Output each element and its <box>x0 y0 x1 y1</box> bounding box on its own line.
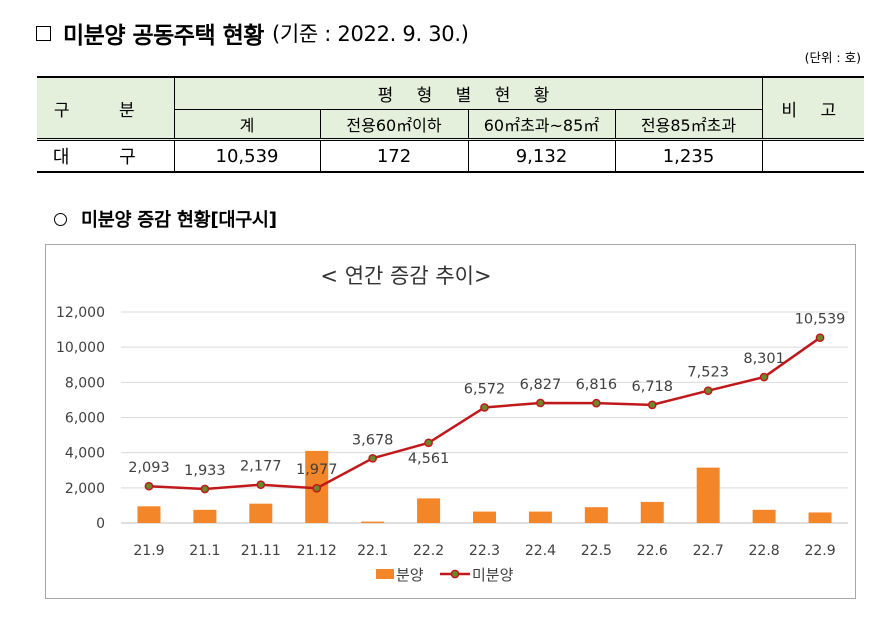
x-tick-label: 22.4 <box>525 543 556 559</box>
bar-분양 <box>752 509 776 523</box>
section-heading: 미분양 증감 현황[대구시] <box>54 206 277 232</box>
data-label: 2,093 <box>128 460 170 476</box>
header-bigo: 비 고 <box>761 76 865 140</box>
bar-분양 <box>193 509 217 523</box>
x-tick-label: 22.6 <box>637 543 668 559</box>
line-point <box>200 484 210 494</box>
data-label: 6,827 <box>520 377 562 393</box>
data-label: 2,177 <box>240 459 282 475</box>
line-point <box>647 400 657 410</box>
header-gubun: 구 분 <box>37 76 175 140</box>
circle-bullet-icon <box>54 212 67 226</box>
line-point <box>815 333 825 343</box>
data-label: 1,933 <box>184 463 226 479</box>
bar-분양 <box>137 506 161 523</box>
line-point <box>759 372 769 382</box>
bar-분양 <box>249 503 273 523</box>
chart-title: < 연간 증감 추이> <box>320 264 491 288</box>
page-subtitle: (기준 : 2022. 9. 30.) <box>271 22 469 46</box>
legend-label-bar: 분양 <box>396 566 424 584</box>
x-tick-label: 22.1 <box>357 543 388 559</box>
cell-60to85: 9,132 <box>467 138 616 173</box>
cell-under60: 172 <box>319 138 469 173</box>
line-point <box>368 453 378 463</box>
line-point <box>703 386 713 396</box>
chart-svg: < 연간 증감 추이> 0 2,000 4,000 6,000 8,000 10,000 12… <box>56 264 848 584</box>
checkbox-icon <box>36 25 51 41</box>
bar-분양 <box>696 467 720 523</box>
title-row: 미분양 공동주택 현황 (기준 : 2022. 9. 30.) <box>36 16 469 50</box>
cell-note <box>761 138 865 173</box>
table-row: 대 구 10,539 172 9,132 1,235 <box>37 138 865 173</box>
section-title: 미분양 증감 현황[대구시] <box>81 210 277 231</box>
x-tick-label: 22.8 <box>749 543 780 559</box>
bar-분양 <box>808 512 832 523</box>
data-label: 1,977 <box>296 462 338 478</box>
summary-table: 구 분 평 형 별 현 황 비 고 계 전용60㎡이하 60㎡초과~85㎡ 전용… <box>37 76 865 173</box>
x-tick-label: 22.3 <box>469 543 500 559</box>
x-tick-label: 21.1 <box>189 543 220 559</box>
bar-분양 <box>473 511 496 523</box>
subheader-total: 계 <box>174 109 321 140</box>
row-label: 대 구 <box>37 138 175 173</box>
data-label: 6,718 <box>632 379 674 395</box>
data-label: 10,539 <box>795 312 846 328</box>
chart-container: < 연간 증감 추이> 0 2,000 4,000 6,000 8,000 10,000 12… <box>45 244 856 599</box>
data-label: 7,523 <box>687 365 729 381</box>
data-label: 8,301 <box>743 351 785 367</box>
x-tick-label: 22.7 <box>693 543 724 559</box>
line-point <box>536 398 545 408</box>
bar-분양 <box>584 507 608 523</box>
data-label: 6,572 <box>464 381 506 397</box>
cell-total: 10,539 <box>173 138 321 173</box>
legend-swatch-bar <box>376 569 394 579</box>
y-tick-label: 8,000 <box>65 375 105 391</box>
subheader-60to85: 60㎡초과~85㎡ <box>467 109 616 140</box>
bar-분양 <box>528 511 552 523</box>
x-tick-label: 22.5 <box>581 543 612 559</box>
line-point <box>312 483 322 493</box>
x-tick-label: 22.2 <box>413 543 444 559</box>
y-tick-label: 2,000 <box>65 481 105 497</box>
subheader-over85: 전용85㎡초과 <box>614 109 763 140</box>
cell-over85: 1,235 <box>614 138 763 173</box>
line-point <box>144 481 154 491</box>
legend-marker <box>450 569 460 579</box>
x-tick-label: 21.9 <box>133 543 164 559</box>
bar-분양 <box>640 501 664 523</box>
data-label: 4,561 <box>408 451 450 467</box>
data-label: 6,816 <box>576 377 618 393</box>
subheader-under60: 전용60㎡이하 <box>319 109 469 140</box>
line-point <box>480 403 489 412</box>
y-tick-label: 10,000 <box>56 340 105 356</box>
y-tick-label: 4,000 <box>65 446 105 462</box>
x-tick-label: 22.9 <box>804 543 835 559</box>
bar-분양 <box>417 498 441 523</box>
x-tick-label: 21.12 <box>297 543 337 559</box>
header-group: 평 형 별 현 황 <box>173 76 763 110</box>
unit-label: (단위 : 호) <box>804 50 861 65</box>
page-title: 미분양 공동주택 현황 <box>63 23 264 49</box>
bar-분양 <box>361 521 385 523</box>
line-point <box>424 438 433 448</box>
legend-label-line: 미분양 <box>472 566 514 584</box>
line-point <box>256 480 266 490</box>
y-tick-label: 12,000 <box>56 305 105 321</box>
y-tick-label: 0 <box>96 516 105 532</box>
y-tick-label: 6,000 <box>65 411 105 427</box>
x-tick-label: 21.11 <box>241 543 281 559</box>
line-point <box>591 398 601 408</box>
data-label: 3,678 <box>352 432 394 448</box>
